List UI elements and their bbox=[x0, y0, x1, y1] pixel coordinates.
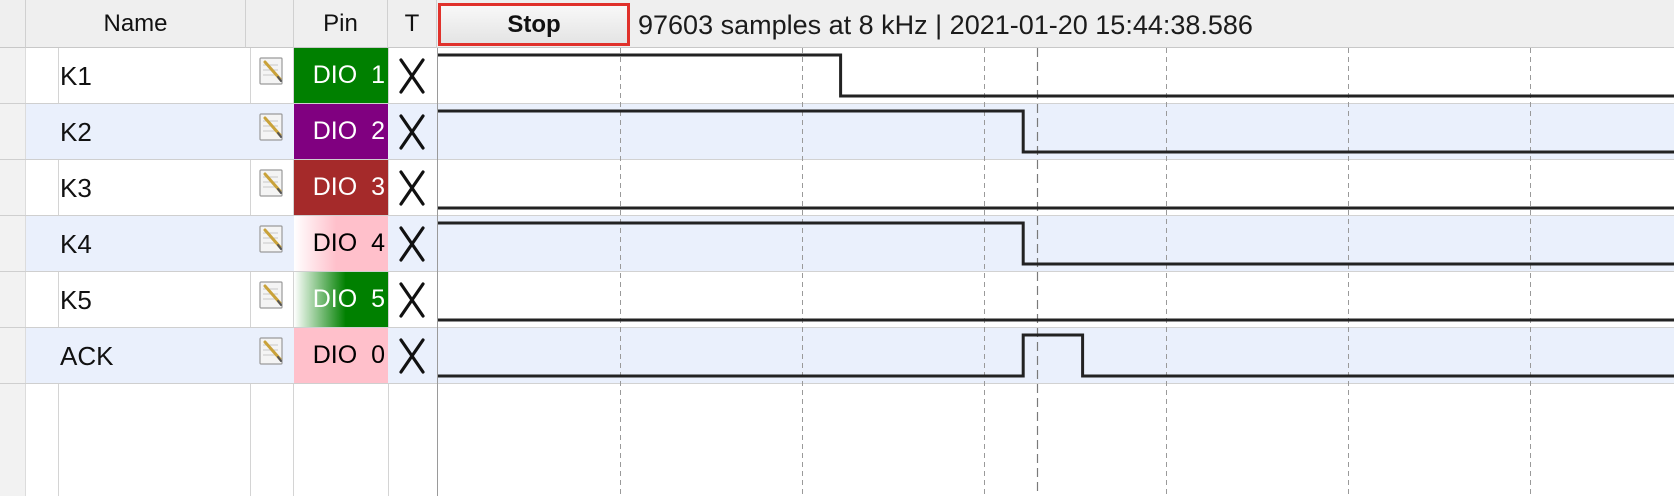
row-handle[interactable] bbox=[0, 104, 26, 159]
waveform-trace-ack bbox=[438, 333, 1674, 378]
waveform-canvas[interactable] bbox=[438, 48, 1674, 496]
row-handle[interactable] bbox=[0, 48, 26, 103]
row-handle[interactable] bbox=[0, 160, 26, 215]
channel-name[interactable]: K1 bbox=[60, 61, 92, 91]
column-divider bbox=[293, 48, 294, 496]
wave-header bbox=[437, 0, 1674, 48]
pin-badge[interactable]: DIO 5 bbox=[294, 272, 388, 327]
channel-row-k5[interactable]: K5 DIO 5 bbox=[0, 272, 437, 328]
stop-button[interactable]: Stop bbox=[438, 3, 630, 46]
channel-name[interactable]: ACK bbox=[60, 341, 114, 371]
channel-row-k2[interactable]: K2 DIO 2 bbox=[0, 104, 437, 160]
pencil-notepad-icon[interactable] bbox=[258, 336, 286, 366]
column-divider bbox=[388, 48, 389, 496]
channel-name[interactable]: K4 bbox=[60, 229, 92, 259]
column-divider bbox=[58, 48, 59, 496]
pin-badge[interactable]: DIO 4 bbox=[294, 216, 388, 271]
channel-row-k3[interactable]: K3 DIO 3 bbox=[0, 160, 437, 216]
x-icon[interactable] bbox=[396, 336, 428, 376]
waveform-trace-k1 bbox=[438, 53, 1674, 98]
pin-badge[interactable]: DIO 3 bbox=[294, 160, 388, 215]
waveform-view[interactable] bbox=[437, 48, 1674, 496]
pin-badge[interactable]: DIO 1 bbox=[294, 48, 388, 103]
channel-name[interactable]: K2 bbox=[60, 117, 92, 147]
channel-name[interactable]: K5 bbox=[60, 285, 92, 315]
pencil-notepad-icon[interactable] bbox=[258, 56, 286, 86]
channel-row-k1[interactable]: K1 DIO 1 bbox=[0, 48, 437, 104]
status-text: 97603 samples at 8 kHz | 2021-01-20 15:4… bbox=[638, 10, 1253, 40]
x-icon[interactable] bbox=[396, 280, 428, 320]
pin-badge[interactable]: DIO 0 bbox=[294, 328, 388, 383]
channel-row-k4[interactable]: K4 DIO 4 bbox=[0, 216, 437, 272]
pin-badge[interactable]: DIO 2 bbox=[294, 104, 388, 159]
row-handle-header bbox=[0, 0, 26, 48]
pencil-notepad-icon[interactable] bbox=[258, 168, 286, 198]
column-header-trigger[interactable]: T bbox=[388, 0, 437, 48]
row-handle[interactable] bbox=[0, 272, 26, 327]
waveform-trace-k4 bbox=[438, 221, 1674, 266]
waveform-trace-k2 bbox=[438, 109, 1674, 154]
pencil-notepad-icon[interactable] bbox=[258, 112, 286, 142]
column-header-edit bbox=[246, 0, 294, 48]
channel-name[interactable]: K3 bbox=[60, 173, 92, 203]
x-icon[interactable] bbox=[396, 168, 428, 208]
x-icon[interactable] bbox=[396, 56, 428, 96]
column-header-name[interactable]: Name bbox=[26, 0, 246, 48]
x-icon[interactable] bbox=[396, 224, 428, 264]
channel-row-ack[interactable]: ACK DIO 0 bbox=[0, 328, 437, 384]
pencil-notepad-icon[interactable] bbox=[258, 224, 286, 254]
row-handle[interactable] bbox=[0, 328, 26, 383]
column-header-pin[interactable]: Pin bbox=[294, 0, 388, 48]
row-handle[interactable] bbox=[0, 216, 26, 271]
column-divider bbox=[250, 48, 251, 496]
x-icon[interactable] bbox=[396, 112, 428, 152]
pencil-notepad-icon[interactable] bbox=[258, 280, 286, 310]
